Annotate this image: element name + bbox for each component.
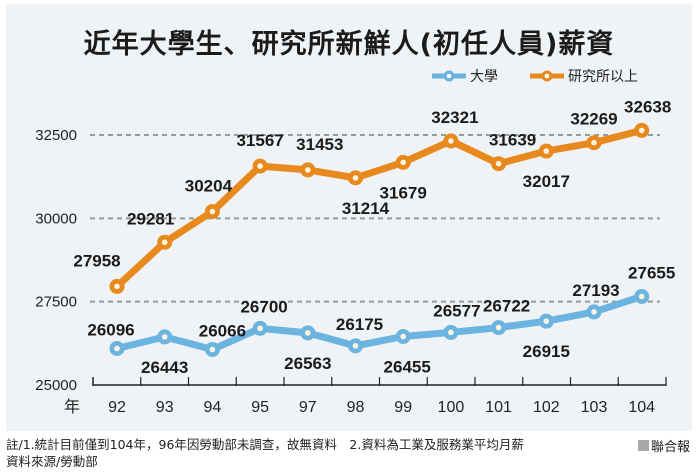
y-tick-label: 27500 <box>35 294 77 311</box>
data-label: 27655 <box>628 264 675 283</box>
data-label: 32638 <box>624 97 671 116</box>
data-point-marker-center <box>305 330 311 336</box>
x-tick-label: 92 <box>108 399 126 416</box>
data-point-marker-center <box>352 175 359 181</box>
data-point-marker-center <box>305 167 311 173</box>
x-tick-label: 98 <box>347 399 365 416</box>
footer-source: 資料來源/勞動部 <box>6 454 98 469</box>
brand-label: 聯合報 <box>650 440 690 455</box>
data-point-marker-center <box>114 345 120 352</box>
x-tick-label: 94 <box>204 399 222 416</box>
publisher-brand: 聯合報 <box>637 436 690 455</box>
legend-item-graduate: 研究所以上 <box>530 66 638 86</box>
data-label: 26443 <box>141 358 188 377</box>
footer-note: 註/1.統計目前僅到104年，96年因勞動部未調查，故無資料 2.資料為工業及服… <box>6 437 524 452</box>
data-point-marker-center <box>114 283 120 290</box>
data-label: 26175 <box>336 315 383 334</box>
data-label: 26066 <box>199 321 246 340</box>
legend-line-marker-icon <box>530 70 564 82</box>
data-label: 30204 <box>185 177 233 196</box>
data-point-marker-center <box>448 329 454 336</box>
data-point-marker-center <box>400 159 407 166</box>
data-label: 26577 <box>433 301 480 320</box>
x-axis-title: 年 <box>64 398 80 416</box>
legend: 大學 研究所以上 <box>0 62 698 88</box>
data-point-marker-center <box>400 333 407 340</box>
data-label: 32017 <box>523 172 570 191</box>
x-tick-label: 101 <box>485 399 512 416</box>
data-label: 31679 <box>380 183 427 202</box>
data-point-marker-center <box>161 239 168 246</box>
data-point-marker-center <box>209 208 216 215</box>
data-label: 26700 <box>240 297 287 316</box>
x-tick-label: 93 <box>156 399 174 416</box>
x-tick-label: 102 <box>533 399 560 416</box>
data-label: 27193 <box>572 281 619 300</box>
footer-notes: 註/1.統計目前僅到104年，96年因勞動部未調查，故無資料 2.資料為工業及服… <box>6 436 524 470</box>
data-point-marker-center <box>495 324 502 331</box>
data-point-marker-center <box>638 293 645 300</box>
legend-label: 大學 <box>470 69 498 85</box>
y-tick-label: 30000 <box>35 210 77 227</box>
data-label: 26096 <box>87 320 134 339</box>
data-point-marker-center <box>448 138 454 144</box>
x-tick-label: 100 <box>438 399 465 416</box>
legend-label: 研究所以上 <box>568 69 638 85</box>
data-label: 27958 <box>73 251 120 270</box>
data-point-marker-center <box>495 160 502 167</box>
y-tick-label: 32500 <box>35 127 77 144</box>
data-label: 31639 <box>489 131 536 150</box>
data-label: 29281 <box>127 209 174 228</box>
y-tick-label: 25000 <box>35 377 77 394</box>
legend-line-marker-icon <box>432 70 466 82</box>
data-point-marker-center <box>543 318 550 324</box>
data-point-marker-center <box>257 163 263 169</box>
data-point-marker-center <box>209 346 216 353</box>
x-tick-label: 103 <box>581 399 608 416</box>
series-line <box>113 126 646 290</box>
data-label: 26915 <box>523 342 570 361</box>
data-label: 26563 <box>284 354 331 373</box>
x-tick-label: 99 <box>394 399 412 416</box>
data-point-marker-center <box>543 148 550 154</box>
series-line <box>113 293 646 353</box>
x-tick-label: 104 <box>628 399 655 416</box>
data-label: 26722 <box>483 297 530 316</box>
data-point-marker-center <box>257 325 263 332</box>
chart-title: 近年大學生、研究所新鮮人(初任人員)薪資 <box>83 29 615 60</box>
legend-item-university: 大學 <box>432 66 498 86</box>
brand-square-icon <box>637 440 649 451</box>
data-label: 31453 <box>296 135 343 154</box>
data-point-marker-center <box>161 334 168 340</box>
x-tick-label: 97 <box>299 399 317 416</box>
data-label: 32269 <box>570 110 617 129</box>
data-label: 26455 <box>384 358 431 377</box>
data-point-marker-center <box>638 127 645 134</box>
x-tick-label: 95 <box>251 399 269 416</box>
data-label: 32321 <box>431 108 478 127</box>
data-point-marker-center <box>352 343 359 349</box>
data-point-marker-center <box>591 309 597 315</box>
data-point-marker-center <box>591 139 597 146</box>
data-label: 31214 <box>342 199 390 218</box>
data-label: 31567 <box>236 131 283 150</box>
